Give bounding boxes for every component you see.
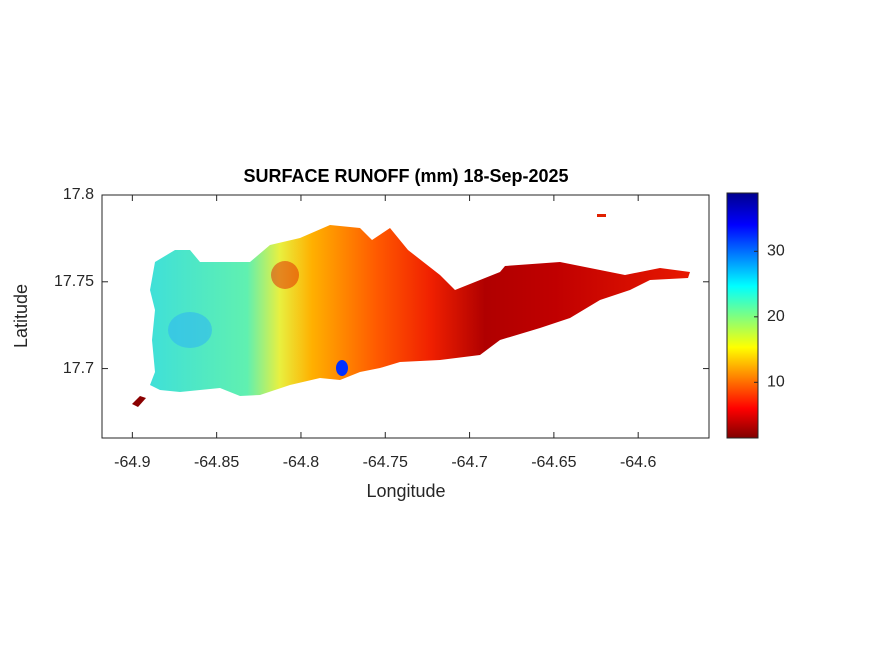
x-tick-label: -64.9 bbox=[114, 454, 151, 471]
colorbar-tick-label: 20 bbox=[767, 308, 785, 325]
x-tick-label: -64.8 bbox=[283, 454, 320, 471]
x-tick-label: -64.85 bbox=[194, 454, 239, 471]
y-tick-label: 17.7 bbox=[63, 360, 94, 377]
y-tick-label: 17.75 bbox=[54, 273, 94, 290]
x-axis-label: Longitude bbox=[366, 481, 445, 501]
x-tick-label: -64.65 bbox=[531, 454, 576, 471]
colorbar bbox=[726, 192, 759, 439]
x-tick-label: -64.75 bbox=[363, 454, 408, 471]
chart-title: SURFACE RUNOFF (mm) 18-Sep-2025 bbox=[243, 166, 568, 186]
colorbar-tick-label: 30 bbox=[767, 243, 785, 260]
x-tick-label: -64.7 bbox=[451, 454, 488, 471]
y-axis-label: Latitude bbox=[11, 284, 31, 348]
y-tick-label: 17.8 bbox=[63, 186, 94, 203]
x-tick-label: -64.6 bbox=[620, 454, 657, 471]
colorbar-tick-label: 10 bbox=[767, 374, 785, 391]
island-map bbox=[132, 214, 690, 407]
